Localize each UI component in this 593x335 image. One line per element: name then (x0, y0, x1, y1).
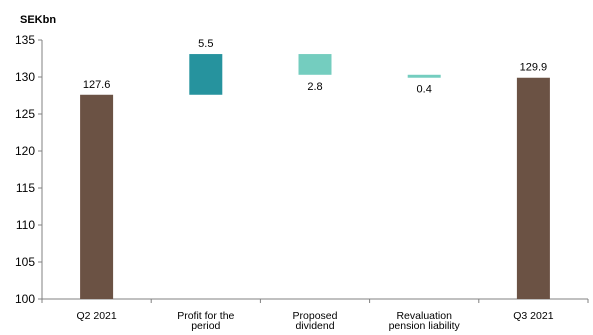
data-label: 2.8 (307, 81, 322, 93)
y-tick-label: 135 (15, 33, 35, 47)
data-labels-group: 127.6 5.5 2.8 0.4 129.9 (83, 38, 547, 96)
category-label: dividend (295, 320, 334, 332)
category-label: Proposed (293, 310, 338, 322)
y-axis-unit-label: SEKbn (20, 14, 56, 26)
data-label: 129.9 (520, 62, 548, 74)
category-label: period (191, 320, 220, 332)
bars-group (80, 54, 550, 300)
y-tick-label: 115 (16, 181, 35, 195)
bar-total (516, 77, 550, 300)
y-tick-label: 125 (15, 107, 35, 121)
data-label: 127.6 (83, 79, 111, 91)
y-tick-label: 105 (15, 255, 35, 269)
y-tick-label: 120 (15, 144, 35, 158)
category-label: Q2 2021 (76, 310, 116, 322)
y-tick-label: 100 (15, 292, 35, 306)
bar-decrease (407, 74, 441, 78)
bar-increase (189, 54, 223, 95)
category-label: Profit for the (177, 310, 234, 322)
y-axis-ticks: 100 105 110 115 120 125 130 135 (15, 33, 42, 306)
data-label: 5.5 (198, 38, 213, 50)
bar-total (80, 94, 114, 299)
category-label: Q3 2021 (513, 310, 553, 322)
category-label: Revaluation (396, 310, 452, 322)
y-tick-label: 130 (15, 70, 35, 84)
category-label: pension liability (389, 320, 461, 332)
data-label: 0.4 (417, 84, 432, 96)
y-tick-label: 110 (16, 218, 35, 232)
bar-decrease (298, 54, 332, 75)
